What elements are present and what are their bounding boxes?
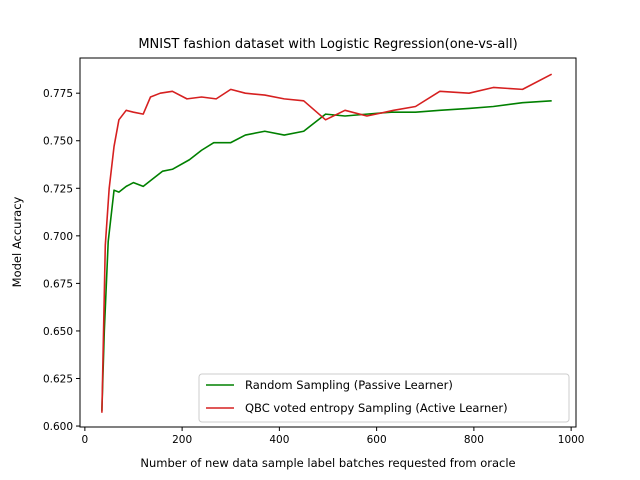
x-tick-label: 400 — [269, 434, 289, 446]
x-axis: 0 200 400 600 800 1000 — [82, 427, 585, 446]
x-tick-label: 600 — [367, 434, 387, 446]
chart-title: MNIST fashion dataset with Logistic Regr… — [138, 37, 517, 52]
plot-area — [79, 57, 577, 428]
y-tick-label: 0.725 — [43, 183, 73, 195]
y-tick-label: 0.625 — [43, 373, 73, 385]
series-line-random — [101, 100, 552, 411]
y-tick-label: 0.775 — [43, 88, 73, 100]
y-tick-label: 0.675 — [43, 278, 73, 290]
y-tick-label: 0.650 — [43, 326, 73, 338]
y-tick-label: 0.600 — [43, 421, 73, 433]
legend-label-qbc: QBC voted entropy Sampling (Active Learn… — [245, 401, 508, 415]
legend: Random Sampling (Passive Learner) QBC vo… — [198, 373, 570, 423]
y-tick-label: 0.700 — [43, 231, 73, 243]
series-layer — [101, 73, 553, 413]
y-tick-label: 0.750 — [43, 136, 73, 148]
series-line-qbc — [101, 73, 553, 413]
x-tick-label: 0 — [82, 434, 89, 446]
x-axis-label: Number of new data sample label batches … — [140, 456, 515, 470]
x-tick-label: 1000 — [558, 434, 585, 446]
legend-box — [198, 373, 570, 423]
y-axis: 0.600 0.625 0.650 0.675 0.700 0.725 0.750 0.775 — [43, 88, 80, 433]
y-axis-label: Model Accuracy — [10, 196, 24, 287]
legend-label-random: Random Sampling (Passive Learner) — [245, 378, 453, 392]
x-tick-label: 800 — [464, 434, 484, 446]
x-tick-label: 200 — [172, 434, 192, 446]
